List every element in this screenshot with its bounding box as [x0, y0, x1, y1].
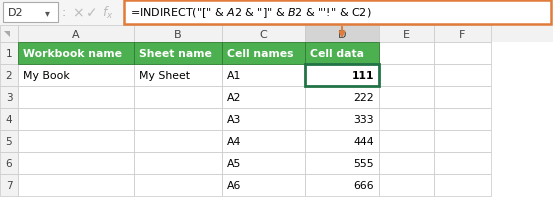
Bar [124, 1, 551, 25]
Text: 2: 2 [6, 71, 12, 81]
Bar [3, 3, 58, 23]
Bar [0, 65, 18, 87]
Text: 333: 333 [353, 115, 374, 124]
Bar [222, 26, 305, 43]
Text: D2: D2 [8, 8, 24, 18]
Bar [379, 130, 434, 152]
Text: C: C [259, 29, 267, 39]
Bar [222, 65, 305, 87]
Bar [18, 26, 134, 43]
Text: 666: 666 [353, 180, 374, 190]
Bar [18, 174, 134, 196]
Bar [434, 87, 491, 108]
Text: ×: × [72, 6, 84, 20]
Bar [222, 130, 305, 152]
Bar [305, 43, 379, 65]
Bar [434, 43, 491, 65]
Bar [305, 108, 379, 130]
Bar [222, 43, 305, 65]
Text: E: E [403, 29, 410, 39]
Bar [434, 174, 491, 196]
Polygon shape [4, 31, 10, 37]
Bar [222, 87, 305, 108]
Text: D: D [338, 29, 346, 39]
Bar [305, 65, 379, 87]
Bar [379, 108, 434, 130]
Bar [0, 152, 18, 174]
Bar [434, 108, 491, 130]
Bar [18, 65, 134, 87]
Bar [222, 174, 305, 196]
Text: A4: A4 [227, 136, 241, 146]
Bar [0, 43, 18, 65]
Bar [305, 174, 379, 196]
Bar [0, 130, 18, 152]
Text: 5: 5 [6, 136, 12, 146]
Text: B: B [174, 29, 182, 39]
Text: 222: 222 [353, 93, 374, 102]
Text: A: A [72, 29, 80, 39]
Text: A2: A2 [227, 93, 241, 102]
Bar [379, 87, 434, 108]
Bar [305, 130, 379, 152]
Bar [134, 152, 222, 174]
Text: Sheet name: Sheet name [139, 49, 212, 59]
Bar [222, 152, 305, 174]
Bar [0, 26, 553, 43]
Text: Cell names: Cell names [227, 49, 294, 59]
Text: 3: 3 [6, 93, 12, 102]
Text: Workbook name: Workbook name [23, 49, 122, 59]
Bar [134, 43, 222, 65]
Bar [134, 130, 222, 152]
Bar [434, 26, 491, 43]
Text: 1: 1 [6, 49, 12, 59]
Bar [18, 43, 134, 65]
Text: F: F [460, 29, 466, 39]
Text: :: : [62, 6, 66, 19]
Bar [379, 152, 434, 174]
Bar [305, 26, 379, 43]
Bar [18, 152, 134, 174]
Text: My Sheet: My Sheet [139, 71, 190, 81]
Bar [305, 152, 379, 174]
Bar [305, 87, 379, 108]
Bar [434, 65, 491, 87]
Text: ▾: ▾ [45, 8, 50, 18]
Bar [134, 87, 222, 108]
Bar [379, 174, 434, 196]
Text: $f_x$: $f_x$ [102, 5, 114, 21]
Text: =INDIRECT("[" & $A$2 & "]" & $B$2 & "'!" & C2): =INDIRECT("[" & $A$2 & "]" & $B$2 & "'!"… [130, 6, 372, 20]
Text: A3: A3 [227, 115, 241, 124]
Text: 555: 555 [353, 158, 374, 168]
Text: My Book: My Book [23, 71, 70, 81]
Text: A5: A5 [227, 158, 241, 168]
Text: Cell data: Cell data [310, 49, 364, 59]
Text: 6: 6 [6, 158, 12, 168]
Text: 444: 444 [353, 136, 374, 146]
Bar [0, 174, 18, 196]
Bar [18, 108, 134, 130]
Bar [134, 108, 222, 130]
Bar [134, 26, 222, 43]
Bar [0, 26, 18, 43]
Bar [0, 87, 18, 108]
Text: 111: 111 [352, 71, 374, 81]
Bar [379, 43, 434, 65]
Bar [434, 130, 491, 152]
Bar [379, 26, 434, 43]
Bar [0, 0, 553, 26]
Text: A6: A6 [227, 180, 241, 190]
Text: 7: 7 [6, 180, 12, 190]
Bar [18, 130, 134, 152]
Text: ✓: ✓ [86, 6, 98, 20]
Bar [222, 108, 305, 130]
Bar [134, 65, 222, 87]
Bar [0, 108, 18, 130]
Bar [379, 65, 434, 87]
Bar [434, 152, 491, 174]
Text: 4: 4 [6, 115, 12, 124]
Bar [134, 174, 222, 196]
Bar [18, 87, 134, 108]
Text: A1: A1 [227, 71, 241, 81]
